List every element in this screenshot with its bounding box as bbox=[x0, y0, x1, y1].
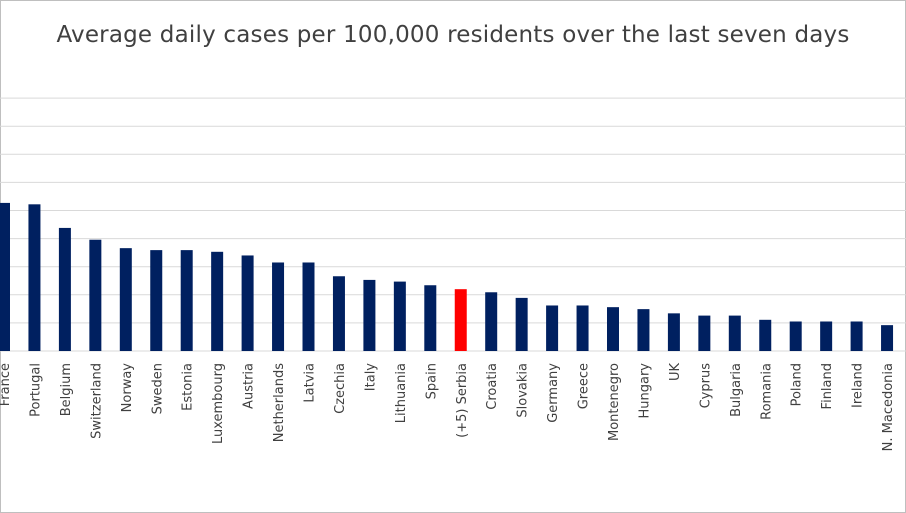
category-label: Norway bbox=[120, 363, 135, 413]
bar-ireland bbox=[850, 321, 863, 351]
bar-lithuania bbox=[393, 281, 406, 351]
bar-sweden bbox=[150, 250, 163, 351]
category-label: Ireland bbox=[851, 363, 866, 408]
category-label: Netherlands bbox=[272, 363, 287, 442]
category-labels: France Portugal Belgium Switzerland Norway Sw… bbox=[0, 363, 896, 452]
category-label: Bulgaria bbox=[729, 363, 744, 417]
bar-italy bbox=[363, 279, 376, 351]
category-label: Slovakia bbox=[516, 363, 531, 418]
category-label: France bbox=[0, 363, 13, 406]
category-label: Montenegro bbox=[607, 363, 622, 441]
category-label: N. Macedonia bbox=[881, 363, 896, 451]
category-label: Italy bbox=[363, 363, 378, 392]
bar-czechia bbox=[332, 276, 345, 351]
bar-portugal bbox=[28, 204, 41, 351]
bar-luxembourg bbox=[211, 251, 224, 351]
bar-5-serbia bbox=[454, 289, 467, 351]
bar-croatia bbox=[485, 292, 498, 351]
category-label: Sweden bbox=[150, 363, 165, 414]
bar-france bbox=[0, 202, 10, 351]
bar-belgium bbox=[58, 227, 71, 351]
category-label: UK bbox=[668, 363, 683, 382]
category-label: Portugal bbox=[28, 363, 43, 417]
category-label: Greece bbox=[577, 363, 592, 409]
category-label: Luxembourg bbox=[211, 363, 226, 444]
bar-slovakia bbox=[515, 297, 528, 351]
bar-estonia bbox=[180, 250, 193, 351]
category-label: Spain bbox=[424, 363, 439, 399]
chart-title: Average daily cases per 100,000 resident… bbox=[56, 22, 850, 48]
bar-netherlands bbox=[272, 262, 285, 351]
bar-norway bbox=[119, 248, 132, 351]
category-label: Hungary bbox=[637, 363, 652, 419]
bar-romania bbox=[759, 319, 772, 351]
bar-montenegro bbox=[607, 307, 619, 351]
bar-switzerland bbox=[89, 239, 102, 351]
category-label: Latvia bbox=[303, 363, 318, 403]
category-label: (+5) Serbia bbox=[455, 363, 470, 438]
category-label: Estonia bbox=[181, 363, 196, 411]
bar-hungary bbox=[637, 309, 650, 351]
category-label: Austria bbox=[242, 363, 257, 409]
bars bbox=[0, 202, 894, 351]
category-label: Belgium bbox=[59, 363, 74, 416]
bar-austria bbox=[241, 255, 254, 351]
category-label: Cyprus bbox=[698, 363, 713, 409]
bar-n-macedonia bbox=[881, 325, 894, 351]
bar-bulgaria bbox=[728, 315, 741, 351]
category-label: Croatia bbox=[485, 363, 500, 410]
bar-greece bbox=[576, 305, 589, 351]
bar-germany bbox=[546, 305, 559, 351]
bar-finland bbox=[820, 321, 833, 351]
bar-cyprus bbox=[698, 315, 711, 351]
category-label: Switzerland bbox=[89, 363, 104, 439]
bar-latvia bbox=[302, 262, 315, 351]
bar-uk bbox=[667, 313, 680, 351]
category-label: Poland bbox=[790, 363, 805, 406]
gridlines bbox=[0, 97, 906, 352]
category-label: Czechia bbox=[333, 363, 348, 414]
category-label: Lithuania bbox=[394, 363, 409, 423]
bar-poland bbox=[789, 321, 802, 351]
bar-spain bbox=[424, 285, 437, 351]
category-label: Romania bbox=[759, 363, 774, 420]
category-label: Germany bbox=[546, 363, 561, 423]
category-label: Finland bbox=[820, 363, 835, 409]
